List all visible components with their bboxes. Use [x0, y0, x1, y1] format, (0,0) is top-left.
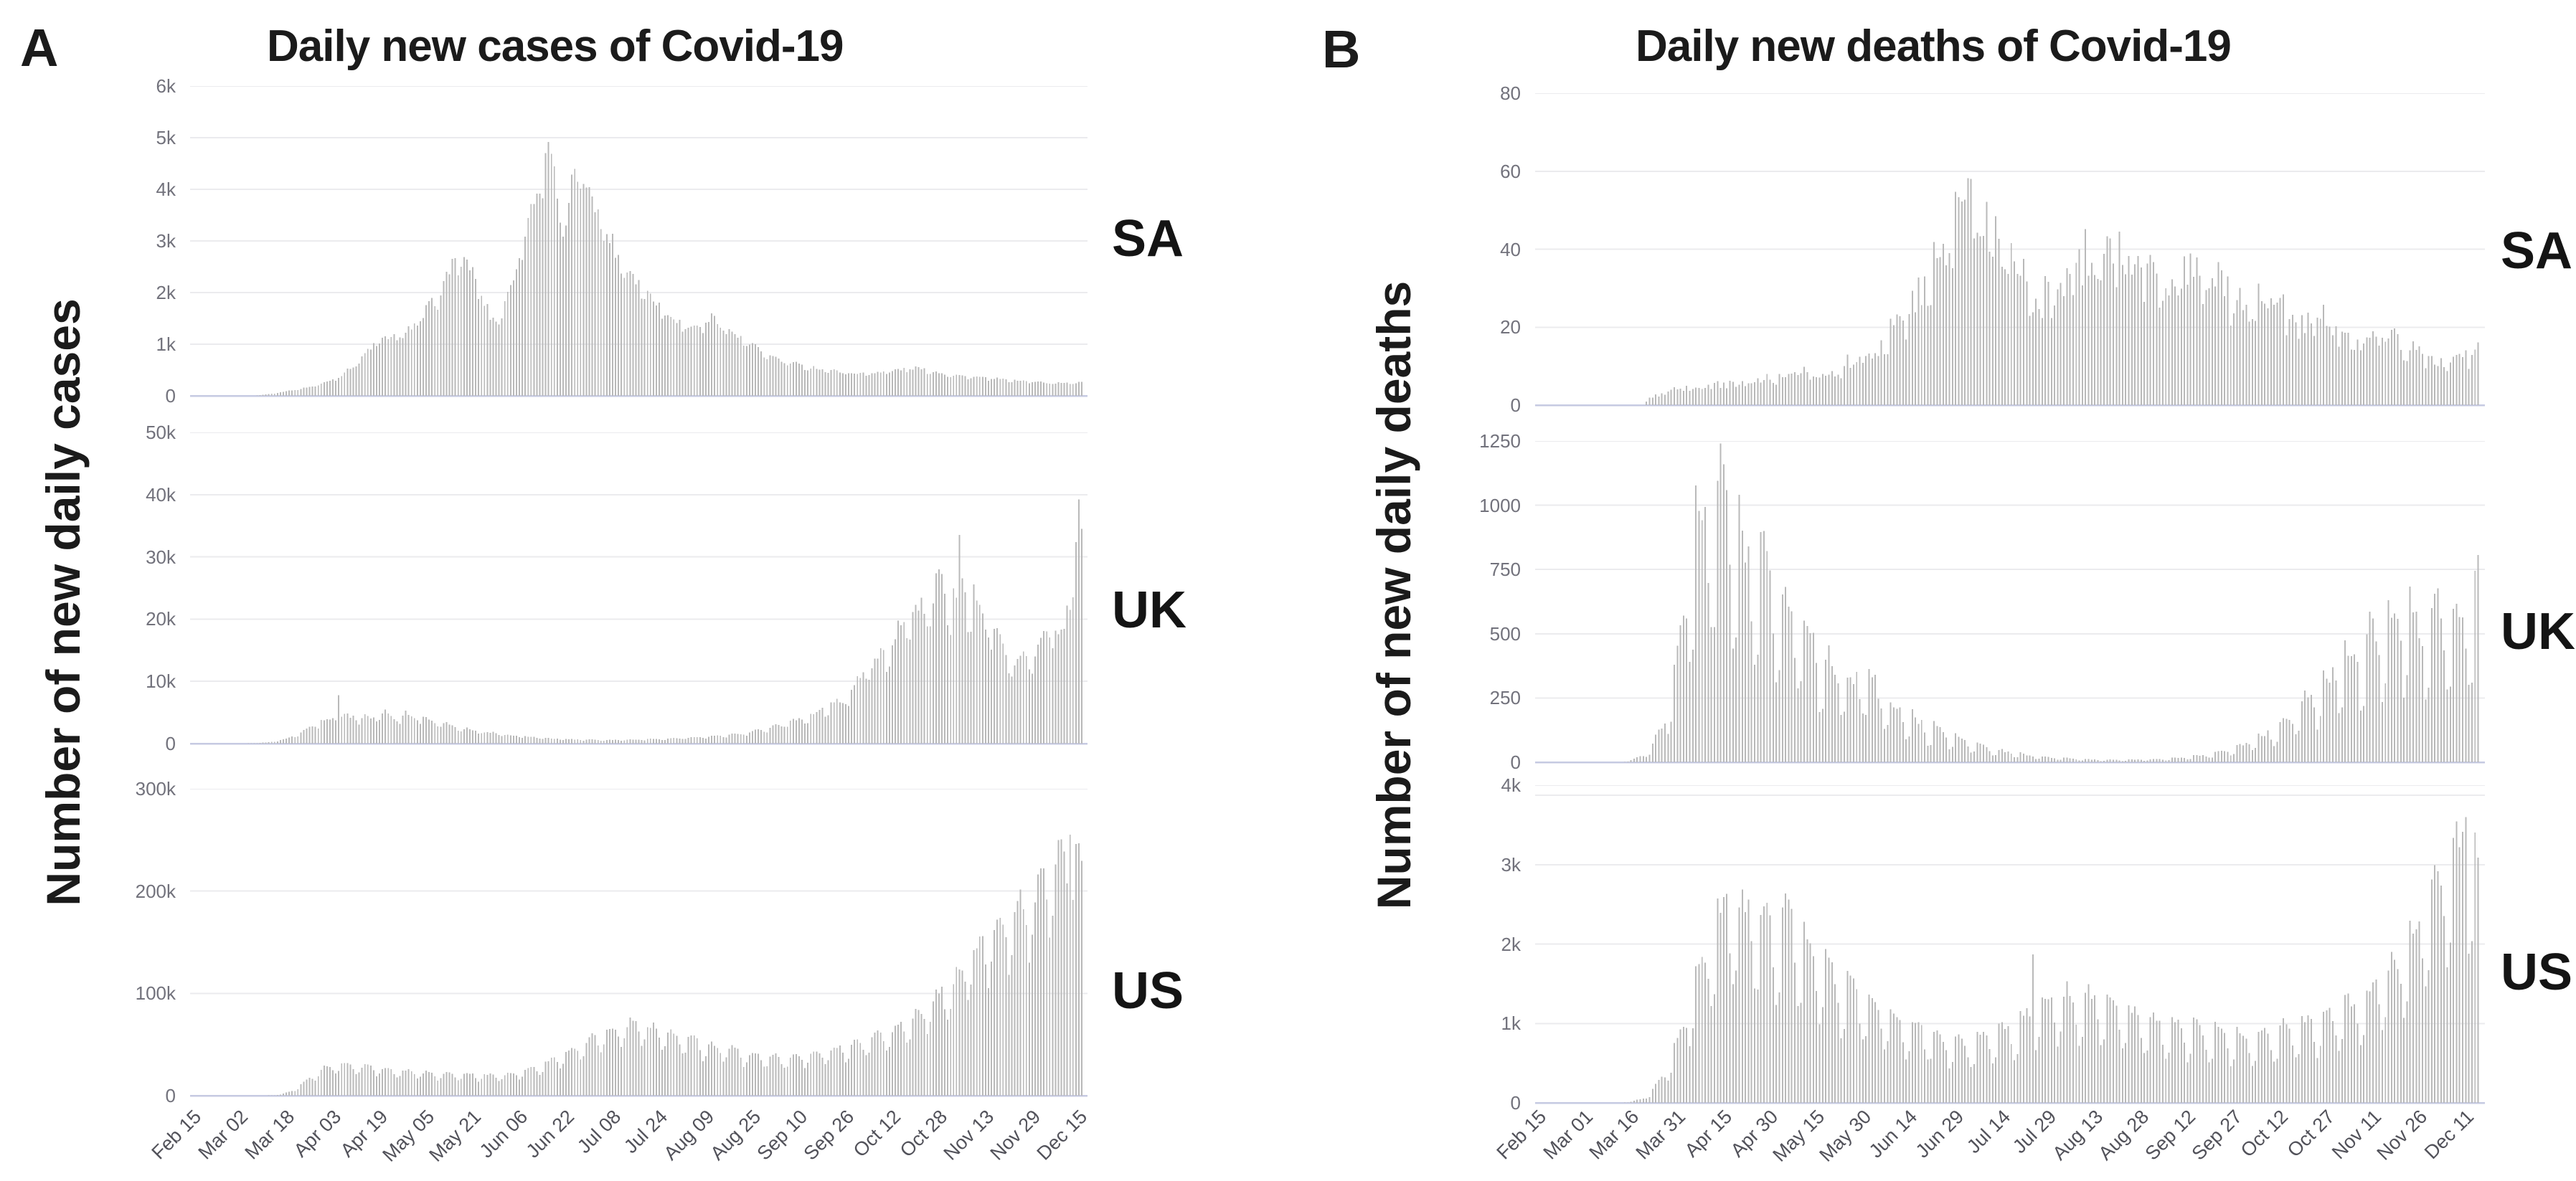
- y-tick-label: 250: [1489, 687, 1521, 709]
- panel-a-letter: A: [20, 18, 59, 77]
- gridlines: [190, 432, 1088, 745]
- bars-group: [265, 835, 1082, 1096]
- y-tick-label: 30k: [146, 546, 176, 568]
- bars-group: [256, 141, 1082, 396]
- y-tick-label: 10k: [146, 670, 176, 693]
- y-tick-label: 40k: [146, 483, 176, 506]
- bars-group: [1624, 443, 2479, 762]
- panel-b-letter: B: [1322, 19, 1361, 79]
- y-tick-label: 20k: [146, 608, 176, 630]
- region-label-uk: UK: [1112, 582, 1186, 639]
- region-label-sa: SA: [1112, 210, 1184, 267]
- bars-svg: [1535, 785, 2485, 1104]
- y-tick-label: 0: [165, 1085, 176, 1106]
- y-tick-label: 0: [165, 385, 176, 407]
- y-tick-label: 6k: [156, 75, 176, 97]
- region-label-us: US: [2501, 944, 2573, 1001]
- bars-svg: [1535, 93, 2485, 407]
- y-tick-label: 1250: [1479, 430, 1521, 452]
- y-tick-label: 80: [1500, 82, 1521, 104]
- y-tick-label: 100k: [135, 982, 176, 1005]
- y-tick-label: 2k: [1501, 933, 1521, 955]
- region-label-uk: UK: [2501, 603, 2575, 660]
- bars-svg: [190, 432, 1088, 745]
- y-tick-label: 20: [1500, 316, 1521, 338]
- panel-a-title: Daily new cases of Covid-19: [267, 22, 844, 71]
- y-tick-label: 1k: [156, 333, 176, 355]
- y-tick-label: 0: [1510, 1092, 1521, 1114]
- bars-svg: [1535, 441, 2485, 764]
- y-tick-label: 1000: [1479, 494, 1521, 516]
- bars-svg: [190, 86, 1088, 397]
- bars-group: [245, 499, 1082, 744]
- panel-b-y-axis-label: Number of new daily deaths: [1367, 280, 1420, 910]
- y-tick-label: 3k: [1501, 853, 1521, 876]
- panel-a-y-axis-label: Number of new daily cases: [37, 298, 90, 906]
- y-tick-label: 0: [1510, 751, 1521, 773]
- bars-svg: [190, 789, 1088, 1097]
- y-tick-label: 1k: [1501, 1012, 1521, 1035]
- bars-group: [1624, 817, 2479, 1103]
- y-tick-label: 500: [1489, 622, 1521, 645]
- bars-group: [1646, 178, 2479, 406]
- y-tick-label: 3k: [156, 230, 176, 252]
- y-tick-label: 40: [1500, 238, 1521, 260]
- y-tick-label: 0: [165, 733, 176, 754]
- region-label-us: US: [1112, 962, 1184, 1020]
- y-tick-label: 300k: [135, 778, 176, 800]
- y-tick-label: 60: [1500, 160, 1521, 182]
- y-tick-label: 4k: [1501, 774, 1521, 796]
- y-tick-label: 750: [1489, 559, 1521, 581]
- panel-b-title: Daily new deaths of Covid-19: [1636, 22, 2232, 71]
- y-tick-label: 50k: [146, 422, 176, 443]
- y-tick-label: 4k: [156, 179, 176, 200]
- region-label-sa: SA: [2501, 222, 2573, 280]
- y-tick-label: 2k: [156, 282, 176, 303]
- y-tick-label: 0: [1510, 394, 1521, 416]
- y-tick-label: 200k: [135, 880, 176, 902]
- y-tick-label: 5k: [156, 127, 176, 148]
